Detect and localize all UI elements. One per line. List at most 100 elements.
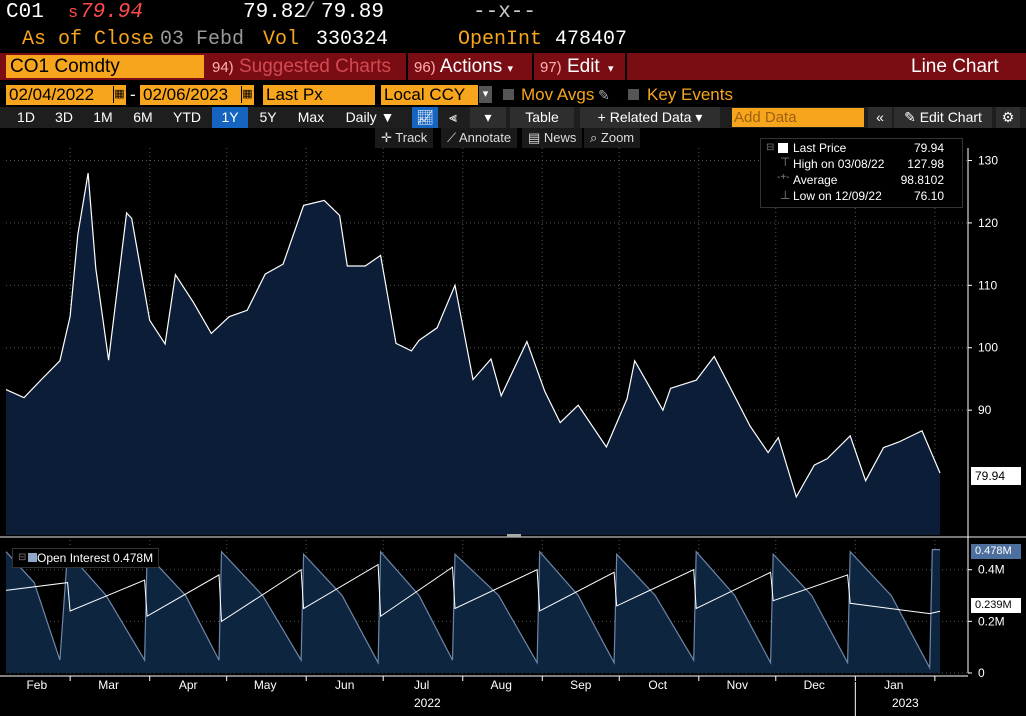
range-1d-button[interactable]: 1D	[17, 109, 35, 125]
track-tool[interactable]: ✛ Track	[375, 128, 434, 148]
calendar-icon[interactable]: ▦	[113, 86, 125, 103]
currency-select[interactable]: Local CCY	[381, 85, 478, 105]
annotate-tool[interactable]: ⟋ Annotate	[441, 128, 518, 148]
periodicity-label: Daily	[345, 109, 377, 125]
news-tool[interactable]: ▤ News	[522, 128, 583, 148]
x-tick-label: Jun	[335, 678, 354, 692]
x-tick-label: Sep	[570, 678, 592, 692]
start-date-field[interactable]: 02/04/2022	[6, 85, 126, 105]
x-tick-label: Apr	[179, 678, 198, 692]
controls-row: 02/04/2022 ▦ - 02/06/2023 ▦ Last Px Loca…	[0, 84, 1026, 106]
key-events-checkbox[interactable]	[628, 89, 639, 100]
range-1m-button[interactable]: 1M	[93, 109, 113, 125]
low-marker-icon: ⊥	[780, 188, 791, 202]
table-button[interactable]: Table	[510, 107, 574, 128]
edit-menu[interactable]: 97) Edit ▾	[540, 53, 614, 80]
quote-row: C01 s 79.94 79.82 / 79.89 --x--	[0, 0, 1026, 27]
open-interest-area	[6, 549, 940, 673]
actions-menu[interactable]: 96) Actions ▾	[414, 53, 513, 80]
y-tick-label: 100	[978, 341, 998, 355]
track-label: Track	[395, 130, 428, 145]
average-marker-icon: -+-	[777, 172, 790, 183]
x-tick-label: Jul	[414, 678, 429, 692]
x-tick-label: Oct	[648, 678, 667, 692]
range-ytd-button[interactable]: YTD	[173, 109, 201, 125]
open-interest-line	[5, 563, 941, 623]
related-data-menu[interactable]: + Related Data ▾	[580, 107, 720, 128]
chevron-down-icon[interactable]: ▾	[478, 86, 492, 103]
legend-low-label: Low on 12/09/22	[793, 189, 882, 203]
range-1y-button[interactable]: 1Y	[212, 107, 248, 128]
year-label-2023: 2023	[892, 696, 919, 710]
field-select[interactable]: Last Px	[263, 85, 375, 105]
date-range-dash: -	[130, 85, 136, 104]
legend-last-price-label: Last Price	[793, 141, 847, 155]
as-of-date: 03 Febd	[160, 28, 245, 51]
oi-y-tick-label: 0.4M	[978, 563, 1005, 577]
legend-toggle-icon[interactable]: ⊟	[766, 142, 775, 153]
end-date-field[interactable]: 02/06/2023	[140, 85, 254, 105]
edit-num: 97)	[540, 59, 562, 76]
bid-ask-separator: /	[303, 1, 316, 24]
last-prefix: s	[68, 4, 79, 23]
zoom-tool[interactable]: ⌕ Zoom	[584, 128, 641, 148]
calendar-icon[interactable]: ▦	[241, 86, 253, 103]
edit-label: Edit	[566, 56, 600, 77]
open-interest-value: 478407	[555, 28, 628, 51]
divider	[406, 53, 408, 80]
open-interest-label: OpenInt	[458, 28, 543, 51]
chart-tools-row: ✛ Track ⟋ Annotate ▤ News ⌕ Zoom	[0, 128, 1026, 148]
ticker-label: C01	[6, 1, 44, 24]
annotate-label: Annotate	[459, 130, 512, 145]
plus-icon: +	[597, 109, 610, 125]
news-icon: ▤	[528, 130, 544, 145]
zoom-label: Zoom	[600, 130, 635, 145]
price-area	[6, 173, 940, 535]
range-5y-button[interactable]: 5Y	[259, 109, 277, 125]
gear-icon[interactable]: ⚙	[996, 107, 1020, 128]
open-interest-legend: ⊟ Open Interest 0.478M	[12, 548, 160, 568]
mov-avgs-label: Mov Avgs	[521, 85, 595, 104]
open-interest-badge: 0.478M	[971, 544, 1021, 559]
caret-down-icon: ▼	[380, 109, 395, 125]
collapse-icon[interactable]: «	[868, 107, 892, 128]
chart-legend: ⊟ Last Price 79.94 ⊤ High on 03/08/22 12…	[760, 138, 963, 208]
range-toolbar: 1D 3D 1M 6M YTD 1Y 5Y Max Daily ▼ 📈︎ ⫷ ▾…	[0, 107, 1026, 128]
legend-toggle-icon[interactable]: ⊟	[18, 552, 27, 563]
legend-high-label: High on 03/08/22	[793, 157, 885, 171]
command-bar: CO1 Comdty 94) Suggested Charts 96) Acti…	[0, 53, 1026, 80]
periodicity-select[interactable]: Daily ▼	[338, 107, 402, 128]
x-tick-label: Aug	[491, 678, 512, 692]
divider	[532, 53, 534, 80]
range-max-button[interactable]: Max	[297, 109, 325, 125]
key-events-label: Key Events	[647, 85, 733, 104]
legend-average-value: 98.8102	[900, 173, 944, 187]
add-data-input[interactable]: Add Data	[732, 108, 864, 127]
security-field[interactable]: CO1 Comdty	[6, 55, 204, 78]
suggested-charts-button[interactable]: 94) Suggested Charts	[212, 53, 391, 80]
y-tick-label: 120	[978, 216, 998, 230]
pencil-icon[interactable]: ✎	[598, 87, 610, 103]
chart-type-label: Line Chart	[911, 56, 999, 77]
edit-chart-label: Edit Chart	[919, 109, 982, 125]
pencil-icon: ✎	[904, 109, 920, 125]
x-tick-label: Nov	[727, 678, 748, 692]
range-3d-button[interactable]: 3D	[55, 109, 73, 125]
line-chart-icon[interactable]: 📈︎	[412, 107, 438, 128]
x-tick-label: May	[254, 678, 277, 692]
caret-down-icon: ▾	[695, 109, 703, 125]
candlestick-icon[interactable]: ⫷	[449, 109, 457, 125]
x-tick-label: Jan	[884, 678, 903, 692]
edit-chart-button[interactable]: ✎ Edit Chart	[894, 107, 992, 128]
ask-price: 79.89	[321, 1, 385, 24]
last-price: 79.94	[80, 1, 144, 24]
chart-style-dropdown[interactable]: ▾	[470, 107, 506, 128]
year-label-2022: 2022	[414, 696, 441, 710]
actions-label: Actions	[439, 56, 503, 77]
y-tick-label: 90	[978, 403, 992, 417]
caret-down-icon: ▾	[605, 63, 614, 75]
actions-num: 96)	[414, 59, 436, 76]
range-6m-button[interactable]: 6M	[133, 109, 153, 125]
price-chart[interactable]: 90 100 110 120 130 0 0.2M 0.4M Feb Mar Apr May Jun Ju…	[0, 128, 1026, 716]
mov-avgs-checkbox[interactable]	[503, 89, 514, 100]
